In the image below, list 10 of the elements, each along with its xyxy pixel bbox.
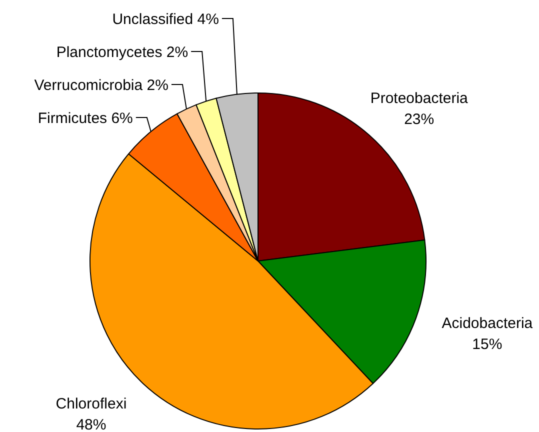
data-label: 23%: [404, 110, 434, 128]
data-label: 48%: [76, 416, 106, 432]
slice-label: Firmicutes 6%: [38, 110, 133, 127]
slice-label: Planctomycetes 2%: [56, 44, 188, 61]
slice-label: Proteobacteria: [370, 90, 469, 107]
slice-label: Acidobacteria: [442, 314, 534, 332]
slice-label: Verrucomicrobia 2%: [34, 76, 168, 94]
slice-label: Chloroflexi: [56, 396, 127, 413]
data-label: 15%: [472, 336, 502, 353]
slice-label: Unclassified 4%: [112, 10, 219, 28]
